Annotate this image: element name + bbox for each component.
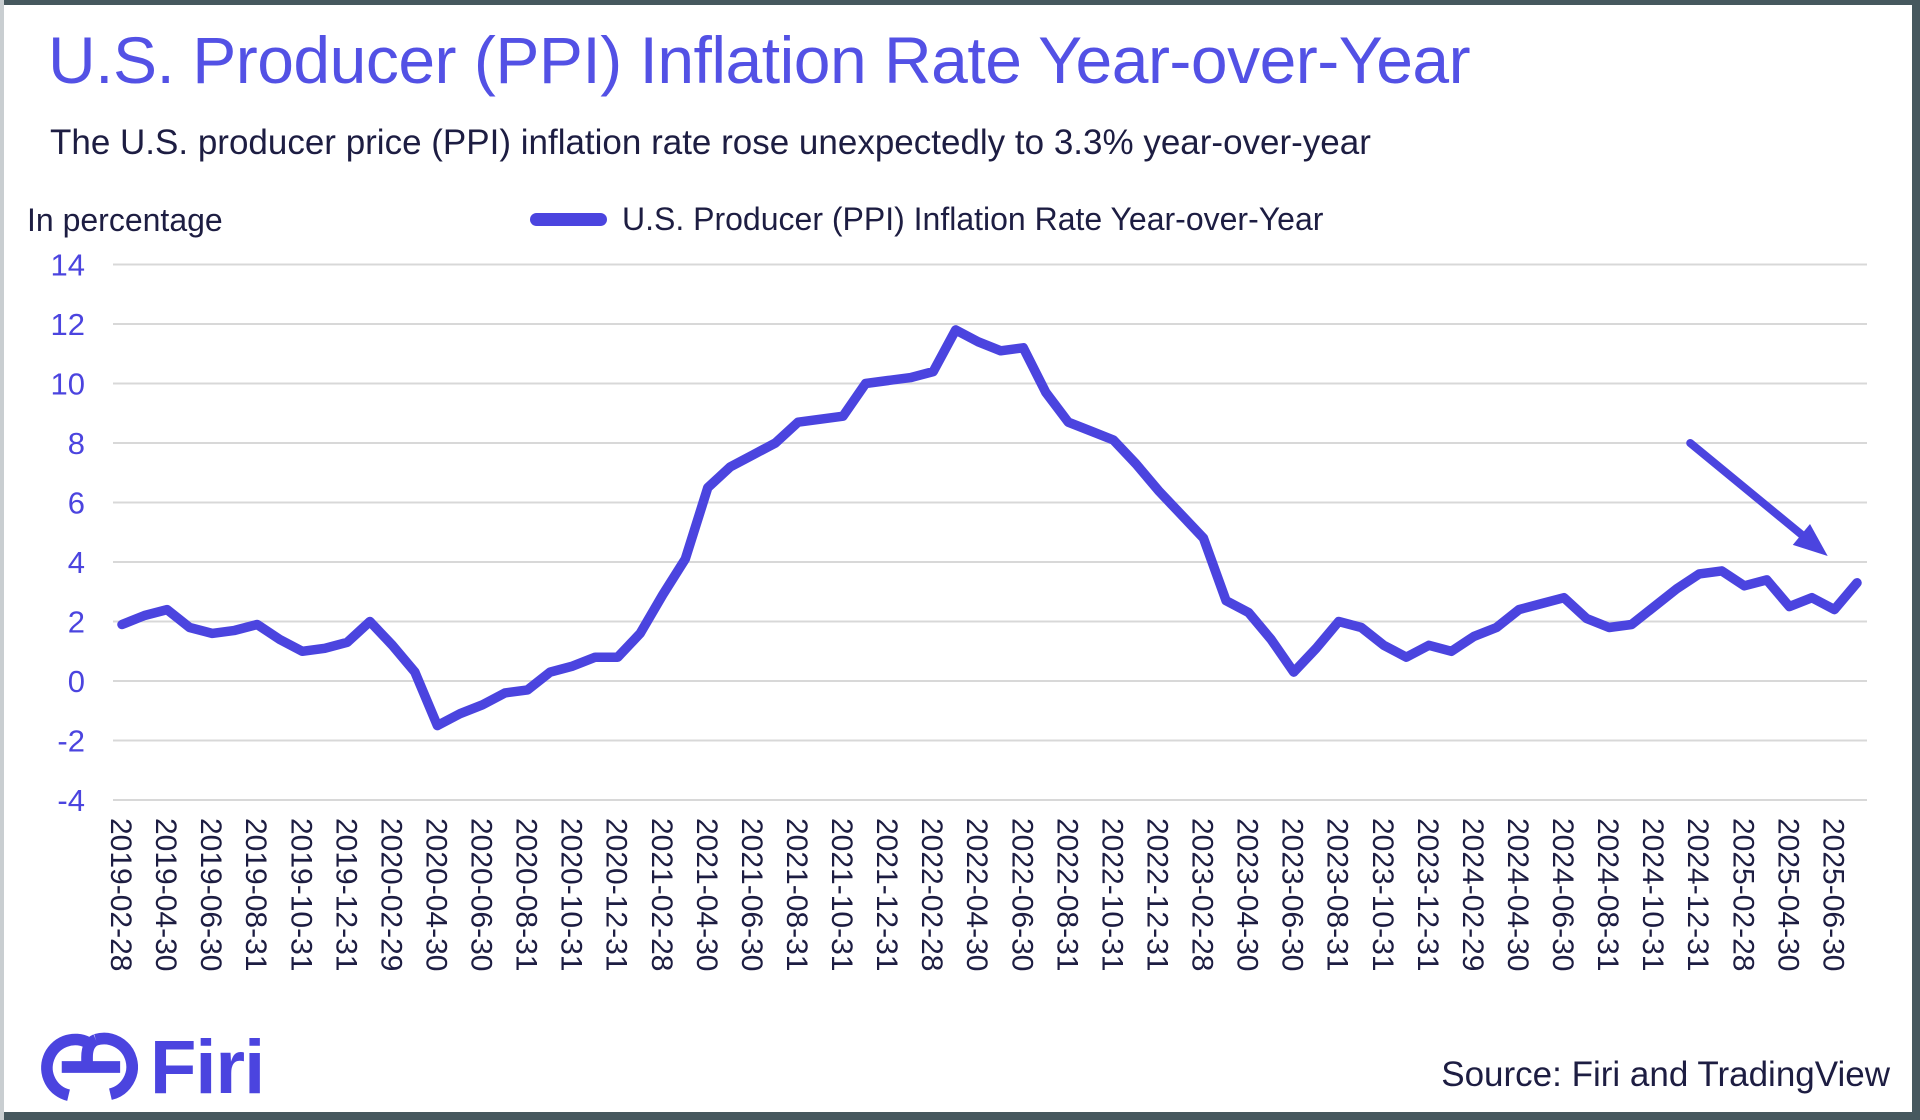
page-subtitle: The U.S. producer price (PPI) inflation … — [50, 123, 1371, 162]
frame-border-left — [0, 0, 4, 1120]
x-axis-label: 2020-12-31 — [600, 818, 633, 971]
x-axis-label: 2023-10-31 — [1366, 818, 1399, 971]
x-axis-label: 2023-02-28 — [1186, 818, 1219, 971]
x-axis-label: 2019-08-31 — [239, 818, 272, 971]
x-axis-label: 2022-02-28 — [915, 818, 948, 971]
y-axis-label: -4 — [57, 783, 85, 818]
ppi-line-series — [117, 325, 1862, 731]
y-axis-label: -2 — [57, 724, 85, 759]
y-axis-label: 12 — [51, 307, 85, 342]
firi-wordmark: Firi — [150, 1025, 265, 1110]
x-axis-label: 2022-08-31 — [1050, 818, 1083, 971]
y-axis-label: 8 — [68, 426, 85, 461]
source-attribution: Source: Firi and TradingView — [1441, 1055, 1890, 1094]
x-axis-label: 2024-06-30 — [1546, 818, 1579, 971]
x-axis-label: 2022-06-30 — [1005, 818, 1038, 971]
trend-arrow-head — [1792, 524, 1828, 556]
x-axis-label: 2019-12-31 — [329, 818, 362, 971]
x-axis-label: 2019-02-28 — [104, 818, 137, 971]
page-title: U.S. Producer (PPI) Inflation Rate Year-… — [48, 23, 1471, 97]
legend-line-swatch — [530, 212, 607, 226]
frame-border-bottom — [0, 1112, 1920, 1120]
x-axis-label: 2021-12-31 — [870, 818, 903, 971]
x-axis-label: 2021-10-31 — [825, 818, 858, 971]
y-axis-label: 6 — [68, 486, 85, 521]
x-axis-label: 2023-08-31 — [1321, 818, 1354, 971]
x-axis-label: 2021-08-31 — [780, 818, 813, 971]
x-axis-label: 2019-10-31 — [284, 818, 317, 971]
firi-logo-icon — [41, 1032, 138, 1101]
frame-border-top — [0, 0, 1920, 5]
x-axis-label: 2022-12-31 — [1141, 818, 1174, 971]
x-axis-label: 2020-06-30 — [465, 818, 498, 971]
x-axis-label: 2023-12-31 — [1411, 818, 1444, 971]
x-axis-label: 2024-04-30 — [1501, 818, 1534, 971]
x-axis-label: 2025-04-30 — [1771, 818, 1804, 971]
x-axis-label: 2024-10-31 — [1636, 818, 1669, 971]
x-axis-label: 2020-02-29 — [374, 818, 407, 971]
x-axis-label: 2019-06-30 — [194, 818, 227, 971]
y-axis-label: 4 — [68, 545, 85, 580]
x-axis-label: 2020-04-30 — [419, 818, 452, 971]
x-axis-label: 2024-02-29 — [1456, 818, 1489, 971]
x-axis-label: 2022-10-31 — [1095, 818, 1128, 971]
chart-legend: U.S. Producer (PPI) Inflation Rate Year-… — [530, 200, 1324, 237]
x-axis-label: 2021-06-30 — [735, 818, 768, 971]
x-axis-label: 2023-04-30 — [1231, 818, 1264, 971]
x-axis-label: 2020-10-31 — [555, 818, 588, 971]
frame-border-right — [1912, 0, 1920, 1120]
x-axis-label: 2025-02-28 — [1726, 818, 1759, 971]
y-axis-label: 2 — [68, 605, 85, 640]
y-axis-label: 10 — [51, 367, 85, 402]
x-axis-label: 2024-12-31 — [1681, 818, 1714, 971]
x-axis-label: 2019-04-30 — [149, 818, 182, 971]
trend-arrow-shaft — [1686, 439, 1809, 541]
x-axis-label: 2021-04-30 — [690, 818, 723, 971]
x-axis-label: 2022-04-30 — [960, 818, 993, 971]
x-axis-label: 2021-02-28 — [645, 818, 678, 971]
y-axis-label: 0 — [68, 664, 85, 699]
legend-label: U.S. Producer (PPI) Inflation Rate Year-… — [622, 200, 1324, 237]
x-axis-label: 2025-06-30 — [1816, 818, 1849, 971]
firi-logo — [40, 1031, 138, 1103]
x-axis-label: 2023-06-30 — [1276, 818, 1309, 971]
x-axis-label: 2024-08-31 — [1591, 818, 1624, 971]
y-axis-unit-label: In percentage — [27, 202, 223, 238]
y-axis-label: 14 — [51, 248, 85, 283]
x-axis-label: 2020-08-31 — [510, 818, 543, 971]
